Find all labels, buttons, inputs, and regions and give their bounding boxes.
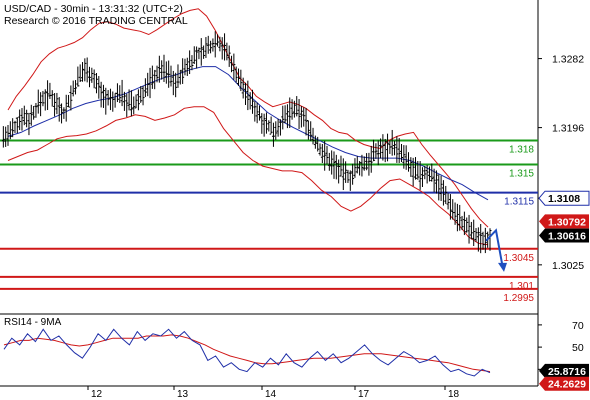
level-label: 1.315 [509, 169, 534, 180]
rsi-panel-title: RSI14 - 9MA [4, 317, 62, 328]
rsi-y-tick-label: 50 [572, 342, 584, 354]
price-tag-label: 1.3108 [548, 193, 580, 205]
y-tick-label: 1.3196 [552, 123, 584, 135]
projection-arrow [485, 228, 504, 270]
level-label: 1.301 [509, 281, 534, 292]
level-label: 1.3115 [504, 197, 534, 208]
rsi-tag-label: 25.8716 [548, 366, 586, 378]
x-tick-label: 13 [177, 389, 189, 400]
y-tick-label: 1.3025 [552, 260, 584, 272]
level-label: 1.2995 [503, 293, 534, 304]
rsi-ma-tag-label: 24.2629 [548, 379, 586, 391]
price-tag [539, 228, 589, 243]
rsi-tag [539, 363, 589, 378]
price-tag [539, 214, 589, 229]
rsi-ma-line [3, 334, 491, 373]
x-tick-label: 18 [448, 389, 460, 400]
y-tick-label: 1.3282 [552, 54, 584, 66]
chart-subtitle: Research © 2016 TRADING CENTRAL [4, 15, 188, 27]
price-tag [538, 190, 590, 206]
bollinger-upper-line [7, 8, 489, 228]
price-tag-label: 1.30792 [548, 216, 586, 228]
rsi-line [3, 328, 491, 377]
projection-arrowhead [498, 262, 507, 272]
rsi-ma-tag [539, 376, 589, 391]
level-label: 1.3045 [503, 253, 534, 264]
chart-title: USD/CAD - 30min - 13:31:32 (UTC+2) [4, 3, 183, 15]
x-tick-label: 17 [358, 389, 370, 400]
level-label: 1.318 [509, 144, 534, 155]
bollinger-lower-line [7, 106, 489, 246]
rsi-y-tick-label: 70 [572, 320, 584, 332]
x-tick-label: 14 [265, 389, 277, 400]
x-tick-label: 12 [91, 389, 103, 400]
price-tag-label: 1.30616 [548, 230, 586, 242]
